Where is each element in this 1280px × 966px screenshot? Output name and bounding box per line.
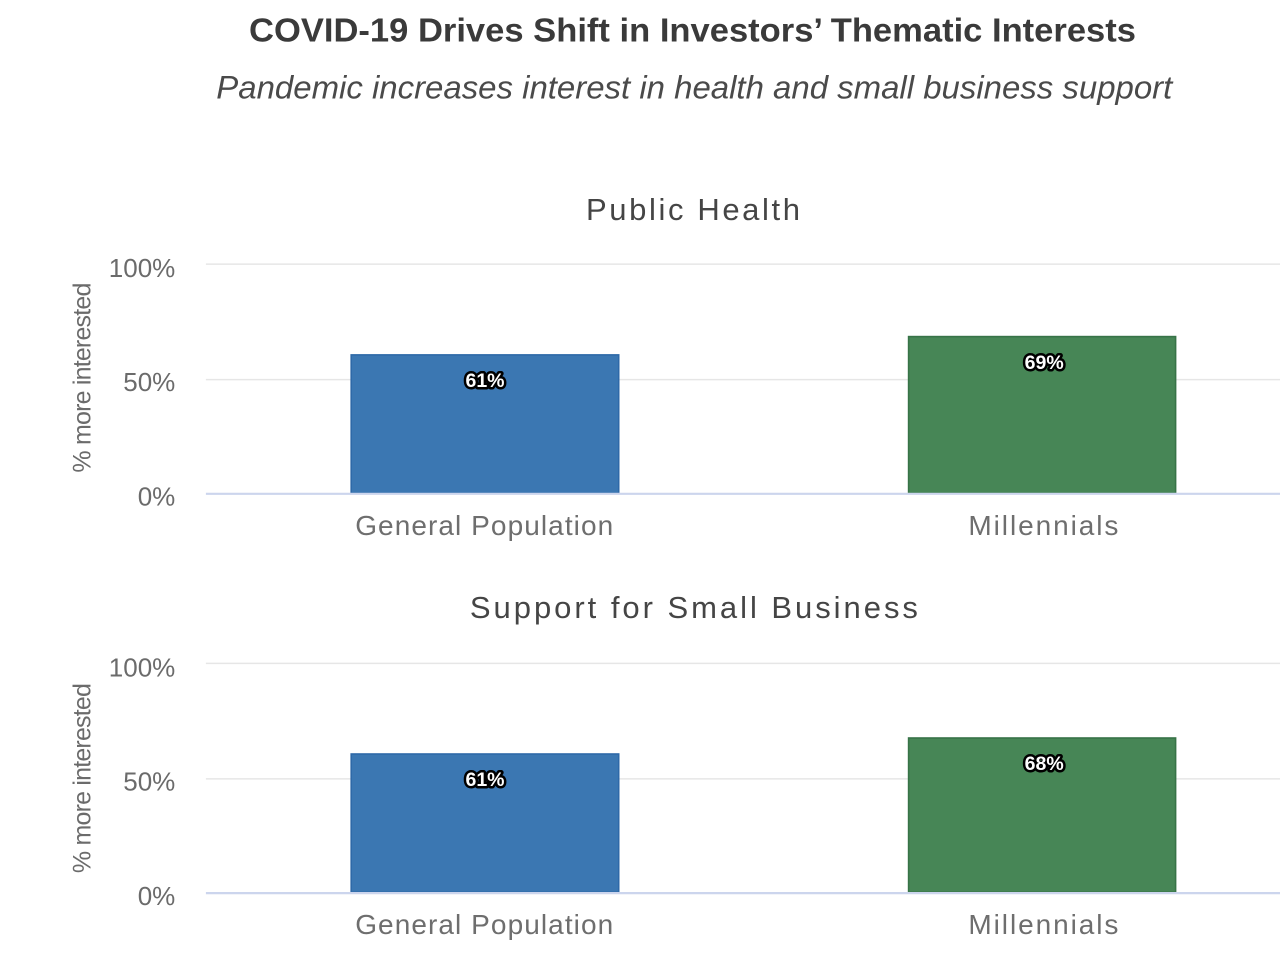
svg-text:50%: 50% [123,767,175,797]
svg-text:69%: 69% [1025,352,1064,374]
svg-text:68%: 68% [1025,753,1064,775]
svg-text:0%: 0% [138,881,176,911]
svg-text:Millennials: Millennials [968,909,1118,940]
svg-text:% more interested: % more interested [68,683,96,873]
svg-text:General Population: General Population [355,510,613,541]
svg-text:Millennials: Millennials [968,510,1118,541]
svg-text:0%: 0% [138,482,176,512]
svg-text:% more interested: % more interested [68,283,96,473]
svg-text:COVID-19 Drives Shift in Inves: COVID-19 Drives Shift in Investors’ Them… [249,12,1136,49]
svg-text:Public Health: Public Health [586,192,800,227]
svg-text:100%: 100% [109,652,176,682]
svg-text:Pandemic increases interest in: Pandemic increases interest in health an… [216,69,1173,105]
svg-text:General Population: General Population [355,909,613,940]
svg-text:Support for Small Business: Support for Small Business [470,590,918,625]
svg-text:50%: 50% [123,367,175,397]
svg-text:61%: 61% [465,370,504,392]
svg-text:100%: 100% [109,253,176,283]
svg-text:61%: 61% [465,769,504,791]
